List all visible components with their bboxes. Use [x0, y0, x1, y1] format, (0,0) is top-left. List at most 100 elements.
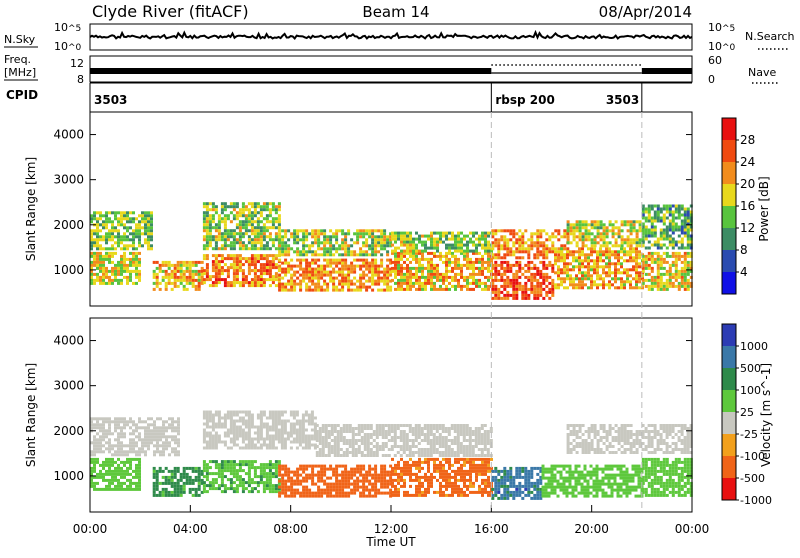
heatmap-cell — [548, 264, 551, 267]
heatmap-cell — [275, 275, 278, 278]
heatmap-cell — [239, 284, 242, 287]
heatmap-cell — [281, 277, 284, 280]
heatmap-cell — [612, 232, 615, 235]
heatmap-cell — [454, 250, 457, 253]
heatmap-cell — [675, 252, 678, 255]
heatmap-cell — [331, 433, 334, 436]
heatmap-cell — [108, 485, 111, 488]
heatmap-cell — [263, 229, 266, 232]
colorbar-tick-label: 16 — [740, 199, 755, 213]
heatmap-cell — [365, 474, 368, 477]
heatmap-cell — [400, 235, 403, 238]
heatmap-cell — [260, 411, 263, 414]
heatmap-cell — [302, 432, 305, 435]
heatmap-cell — [245, 260, 248, 263]
heatmap-cell — [120, 432, 123, 435]
heatmap-cell — [575, 274, 578, 277]
heatmap-cell — [284, 253, 287, 256]
heatmap-cell — [678, 288, 681, 291]
heatmap-cell — [111, 270, 114, 273]
heatmap-cell — [584, 265, 587, 268]
heatmap-cell — [221, 232, 224, 235]
heatmap-cell — [660, 247, 663, 250]
heatmap-cell — [451, 255, 454, 258]
heatmap-cell — [518, 282, 521, 285]
heatmap-cell — [338, 259, 341, 262]
heatmap-cell — [427, 247, 430, 250]
heatmap-cell — [506, 244, 509, 247]
heatmap-cell — [515, 285, 518, 288]
heatmap-cell — [639, 223, 642, 226]
heatmap-cell — [596, 277, 599, 280]
heatmap-cell — [383, 468, 386, 471]
heatmap-cell — [186, 267, 189, 270]
heatmap-cell — [442, 276, 445, 279]
heatmap-cell — [503, 253, 506, 256]
heatmap-cell — [675, 285, 678, 288]
heatmap-cell — [626, 280, 629, 283]
heatmap-cell — [311, 244, 314, 247]
heatmap-cell — [337, 430, 340, 433]
heatmap-cell — [308, 289, 311, 292]
heatmap-cell — [469, 250, 472, 253]
heatmap-cell — [335, 486, 338, 489]
heatmap-cell — [487, 285, 490, 288]
heatmap-cell — [368, 465, 371, 468]
heatmap-cell — [648, 220, 651, 223]
heatmap-cell — [600, 220, 603, 223]
heatmap-cell — [379, 430, 382, 433]
heatmap-cell — [111, 267, 114, 270]
heatmap-cell — [374, 486, 377, 489]
heatmap-cell — [239, 269, 242, 272]
heatmap-cell — [135, 223, 138, 226]
heatmap-cell — [266, 426, 269, 429]
heatmap-cell — [539, 273, 542, 276]
heatmap-cell — [439, 255, 442, 258]
heatmap-cell — [299, 238, 302, 241]
heatmap-cell — [171, 273, 174, 276]
heatmap-cell — [180, 473, 183, 476]
heatmap-cell — [230, 460, 233, 463]
heatmap-cell — [284, 259, 287, 262]
heatmap-cell — [347, 286, 350, 289]
heatmap-cell — [374, 483, 377, 486]
heatmap-cell — [215, 257, 218, 260]
heatmap-cell — [539, 229, 542, 232]
heatmap-cell — [308, 274, 311, 277]
heatmap-cell — [168, 273, 171, 276]
heatmap-cell — [436, 276, 439, 279]
heatmap-cell — [385, 442, 388, 445]
heatmap-cell — [296, 438, 299, 441]
heatmap-cell — [209, 466, 212, 469]
heatmap-cell — [376, 427, 379, 430]
heatmap-cell — [233, 429, 236, 432]
heatmap-cell — [236, 269, 239, 272]
heatmap-cell — [215, 229, 218, 232]
heatmap-cell — [548, 235, 551, 238]
heatmap-cell — [251, 229, 254, 232]
heatmap-cell — [114, 267, 117, 270]
heatmap-cell — [436, 270, 439, 273]
heatmap-cell — [660, 229, 663, 232]
heatmap-cell — [530, 261, 533, 264]
heatmap-cell — [675, 217, 678, 220]
heatmap-cell — [539, 291, 542, 294]
heatmap-cell — [584, 271, 587, 274]
heatmap-cell — [278, 438, 281, 441]
heatmap-cell — [102, 438, 105, 441]
heatmap-cell — [117, 453, 120, 456]
heatmap-cell — [433, 267, 436, 270]
heatmap-cell — [272, 266, 275, 269]
heatmap-cell — [503, 247, 506, 250]
heatmap-cell — [221, 466, 224, 469]
heatmap-cell — [251, 241, 254, 244]
heatmap-cell — [515, 256, 518, 259]
heatmap-cell — [421, 433, 424, 436]
heatmap-cell — [159, 432, 162, 435]
heatmap-cell — [278, 411, 281, 414]
heatmap-cell — [353, 271, 356, 274]
heatmap-cell — [147, 423, 150, 426]
heatmap-cell — [260, 263, 263, 266]
heatmap-cell — [563, 235, 566, 238]
heatmap-cell — [111, 261, 114, 264]
